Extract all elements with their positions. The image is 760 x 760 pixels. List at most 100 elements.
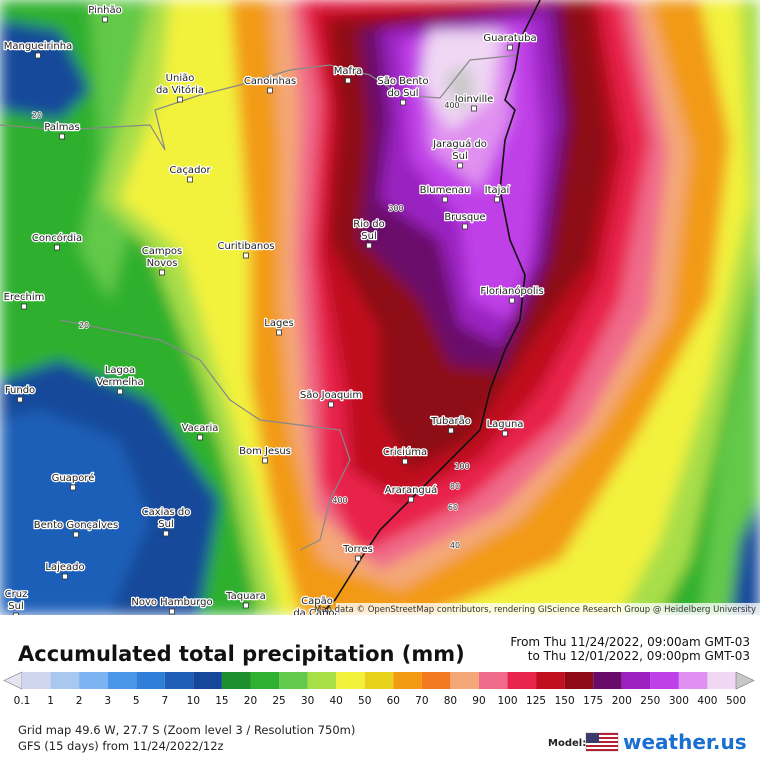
contour-label: 60 [448, 503, 458, 512]
legend-label: 200 [612, 695, 632, 707]
legend-label: 20 [244, 695, 257, 707]
legend-swatch [279, 672, 308, 689]
contour-label: 400 [444, 101, 459, 110]
legend-swatch [136, 672, 165, 689]
legend-label: 25 [272, 695, 285, 707]
legend-label: 2 [76, 695, 83, 707]
city-marker [355, 555, 361, 562]
city-marker [400, 99, 406, 106]
legend-swatch [393, 672, 422, 689]
legend-swatch [593, 672, 622, 689]
legend-label: 80 [444, 695, 457, 707]
city-name: Tubarão [430, 416, 471, 427]
city-marker [471, 105, 477, 112]
city-name: Bom Jesus [239, 446, 291, 457]
city-name: da Canoa [293, 608, 340, 619]
legend-swatch [307, 672, 337, 689]
coastline [319, 0, 541, 615]
city-marker [197, 434, 203, 441]
city-marker [408, 496, 414, 503]
legend-swatch [364, 672, 394, 689]
borders [0, 54, 521, 551]
city-name: Caçador [169, 165, 211, 176]
legend: 0.1 1 2 3 5 7 10 15 20 25 30 40 50 60 70 80 90 100 125 150 1… [3, 671, 755, 707]
city-marker [169, 608, 175, 615]
legend-label: 1 [47, 695, 54, 707]
title: Accumulated total precipitation (mm) [18, 642, 465, 666]
city-marker [59, 133, 65, 140]
legend-swatch [107, 672, 137, 689]
city-marker [21, 303, 27, 310]
contour-labels: 20 20 400 300 100 80 60 40 400 [31, 100, 470, 551]
city-name: Florianópolis [480, 285, 543, 297]
legend-label: 300 [669, 695, 689, 707]
city-marker [54, 244, 60, 251]
city-name: Capão [301, 596, 333, 607]
city-marker [402, 458, 408, 465]
city-marker [328, 401, 334, 408]
legend-arrow-high [735, 671, 755, 690]
legend-label: 15 [215, 695, 228, 707]
city-name: Lages [264, 318, 293, 329]
legend-swatch [221, 672, 251, 689]
city-marker [163, 530, 169, 537]
city-name: Novos [147, 258, 178, 269]
city-name: Palmas [44, 122, 80, 133]
legend-swatch [678, 672, 708, 689]
contour-label: 20 [32, 111, 42, 120]
city-marker [509, 297, 515, 304]
city-name: Canoinhas [244, 76, 296, 87]
city-name: Torres [342, 544, 373, 555]
city-name: Brusque [444, 212, 485, 223]
city-marker [457, 162, 463, 169]
precip-area [0, 20, 90, 120]
city-name: Joinville [454, 94, 494, 105]
city-name: Cruz [5, 589, 28, 600]
legend-label: 3 [104, 695, 111, 707]
city-name: da Vitória [156, 84, 204, 96]
city-marker [345, 77, 351, 84]
city-name: Itajaí [485, 184, 511, 196]
city-marker [243, 252, 249, 259]
city-name: Sul [361, 231, 376, 242]
city-name: Blumenau [420, 185, 471, 196]
attribution: Map data © OpenStreetMap contributors, r… [314, 605, 756, 615]
contour-label: 400 [332, 496, 347, 505]
attribution-bg [336, 603, 760, 615]
legend-label: 60 [387, 695, 400, 707]
city-name: Bento Gonçalves [34, 520, 118, 531]
legend-swatch [650, 672, 679, 689]
city-marker [494, 196, 500, 203]
city-name: Curitibanos [217, 241, 274, 252]
city-marker [177, 96, 183, 103]
legend-arrow-low [3, 671, 23, 690]
legend-label: 30 [301, 695, 314, 707]
city-marker [448, 427, 454, 434]
city-name: Mafra [334, 66, 363, 77]
city-name: São Joaquim [300, 390, 362, 401]
period-from: From Thu 11/24/2022, 09:00am GMT-03 [510, 635, 750, 649]
city-name: Jaraguá do [432, 138, 487, 150]
city-marker [462, 223, 468, 230]
legend-label: 7 [161, 695, 168, 707]
city-marker [315, 620, 320, 625]
period-to: to Thu 12/01/2022, 09:00pm GMT-03 [528, 649, 750, 663]
city-name: Vermelha [96, 377, 143, 388]
city-marker [502, 430, 508, 437]
legend-label: 250 [640, 695, 660, 707]
city-name: Taquara [225, 591, 266, 602]
precip-area [730, 500, 760, 615]
city-name: Sul [452, 151, 467, 162]
us-flag [585, 732, 619, 752]
city-marker [17, 396, 23, 403]
city-marker [159, 269, 165, 276]
city-name: Criciúma [383, 446, 427, 458]
contour-label: 100 [454, 462, 469, 471]
city-name: Guaratuba [483, 33, 536, 44]
city-marker [102, 16, 108, 23]
legend-label: 5 [133, 695, 140, 707]
city-name: Araranguá [385, 484, 437, 496]
city-name: Campos [142, 246, 183, 257]
city-name: Mangueirinha [4, 41, 72, 52]
